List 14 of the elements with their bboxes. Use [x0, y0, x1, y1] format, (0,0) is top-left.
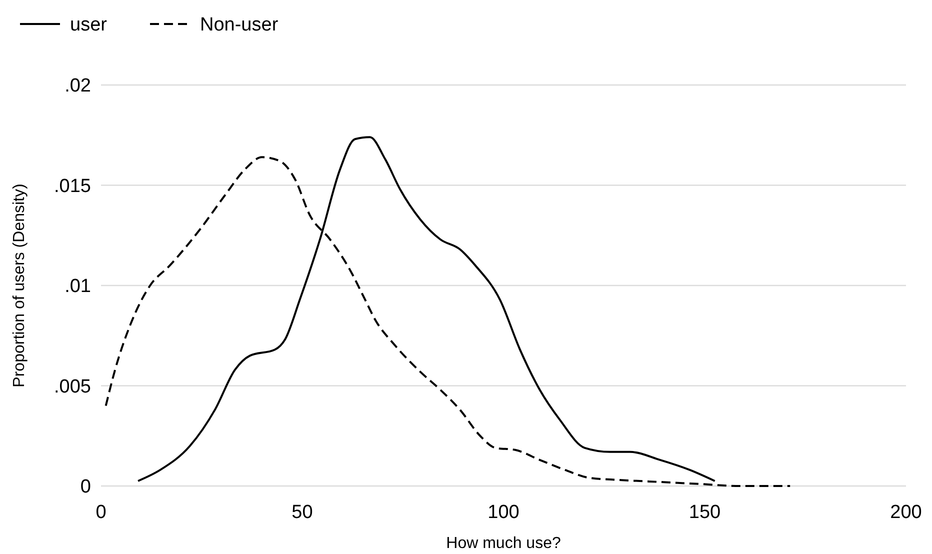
y-tick-label: .015 — [54, 176, 91, 197]
x-axis-title: How much use? — [446, 535, 561, 552]
x-tick-label: 100 — [488, 502, 520, 523]
legend-label: Non-user — [200, 14, 279, 36]
y-tick-label: .005 — [54, 376, 91, 398]
y-tick-label: .01 — [64, 276, 91, 298]
y-tick-label: 0 — [80, 476, 91, 498]
legend-label: user — [70, 14, 108, 36]
x-tick-label: 150 — [688, 502, 721, 523]
x-tick-label: 200 — [890, 502, 922, 523]
x-tick-label: 50 — [292, 502, 313, 523]
x-tick-label: 0 — [96, 502, 106, 523]
y-axis-title: Proportion of users (Density) — [11, 184, 28, 388]
y-tick-label: .02 — [64, 76, 91, 97]
